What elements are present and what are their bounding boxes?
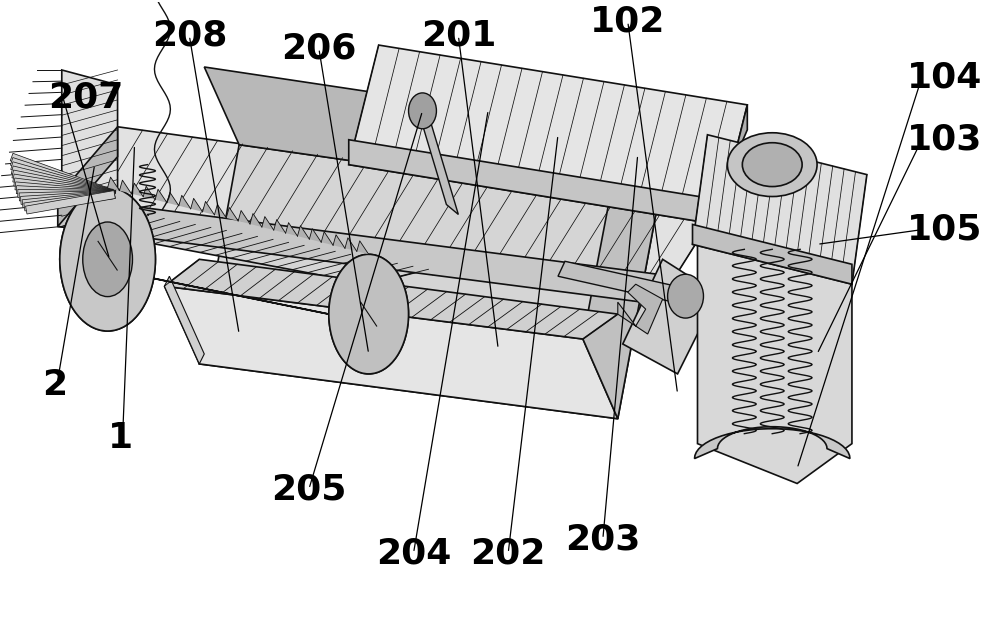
Polygon shape xyxy=(558,261,690,304)
Polygon shape xyxy=(62,210,428,284)
Polygon shape xyxy=(286,222,297,236)
Polygon shape xyxy=(131,183,143,197)
Polygon shape xyxy=(62,70,118,226)
Ellipse shape xyxy=(727,132,817,197)
Polygon shape xyxy=(18,189,115,199)
Polygon shape xyxy=(333,235,345,248)
Text: 202: 202 xyxy=(470,536,546,570)
Text: 207: 207 xyxy=(48,80,123,114)
Polygon shape xyxy=(214,204,226,218)
Polygon shape xyxy=(695,427,850,458)
Ellipse shape xyxy=(329,255,409,374)
Polygon shape xyxy=(164,276,204,364)
Polygon shape xyxy=(417,105,458,215)
Polygon shape xyxy=(108,177,119,190)
Ellipse shape xyxy=(83,222,132,296)
Polygon shape xyxy=(164,259,618,339)
Text: 103: 103 xyxy=(907,123,982,157)
Polygon shape xyxy=(12,170,115,199)
Polygon shape xyxy=(199,145,658,419)
Text: 2: 2 xyxy=(42,368,67,403)
Polygon shape xyxy=(297,226,309,239)
Polygon shape xyxy=(24,190,115,211)
Ellipse shape xyxy=(742,143,802,186)
Polygon shape xyxy=(349,45,747,224)
Polygon shape xyxy=(155,189,167,203)
Text: 203: 203 xyxy=(565,522,641,556)
Polygon shape xyxy=(58,127,717,304)
Polygon shape xyxy=(583,130,658,419)
Polygon shape xyxy=(10,153,116,198)
Polygon shape xyxy=(16,186,115,199)
Polygon shape xyxy=(60,188,409,374)
Polygon shape xyxy=(697,204,852,484)
Polygon shape xyxy=(204,67,658,204)
Polygon shape xyxy=(11,166,116,199)
Polygon shape xyxy=(693,224,852,284)
Text: 206: 206 xyxy=(281,32,357,66)
Polygon shape xyxy=(26,190,115,214)
Text: 102: 102 xyxy=(590,5,665,39)
Text: 201: 201 xyxy=(421,19,496,53)
Polygon shape xyxy=(21,190,115,204)
Text: 105: 105 xyxy=(907,213,982,247)
Polygon shape xyxy=(226,208,238,221)
Polygon shape xyxy=(618,284,663,334)
Ellipse shape xyxy=(409,93,436,129)
Polygon shape xyxy=(274,220,286,233)
Polygon shape xyxy=(58,197,658,304)
Polygon shape xyxy=(164,286,618,419)
Polygon shape xyxy=(349,140,717,224)
Text: 1: 1 xyxy=(108,421,133,455)
Polygon shape xyxy=(14,178,115,199)
Text: 204: 204 xyxy=(376,536,451,570)
Polygon shape xyxy=(717,105,747,224)
Polygon shape xyxy=(321,231,333,245)
Polygon shape xyxy=(179,195,191,209)
Polygon shape xyxy=(345,238,357,251)
Polygon shape xyxy=(19,190,115,201)
Polygon shape xyxy=(238,210,250,224)
Polygon shape xyxy=(203,201,214,215)
Ellipse shape xyxy=(60,188,155,331)
Text: 104: 104 xyxy=(907,61,982,95)
Polygon shape xyxy=(357,241,369,255)
Text: 205: 205 xyxy=(271,472,347,506)
Polygon shape xyxy=(250,213,262,227)
Polygon shape xyxy=(191,198,203,212)
Polygon shape xyxy=(119,180,131,194)
Polygon shape xyxy=(143,186,155,200)
Ellipse shape xyxy=(668,275,703,318)
Polygon shape xyxy=(10,158,116,198)
Text: 208: 208 xyxy=(152,19,227,53)
Polygon shape xyxy=(693,135,867,284)
Polygon shape xyxy=(623,259,717,374)
Polygon shape xyxy=(58,127,118,226)
Polygon shape xyxy=(11,162,116,199)
Polygon shape xyxy=(262,217,274,230)
Polygon shape xyxy=(309,229,321,242)
Polygon shape xyxy=(13,174,115,199)
Polygon shape xyxy=(167,192,179,206)
Polygon shape xyxy=(22,190,115,208)
Polygon shape xyxy=(15,182,115,199)
